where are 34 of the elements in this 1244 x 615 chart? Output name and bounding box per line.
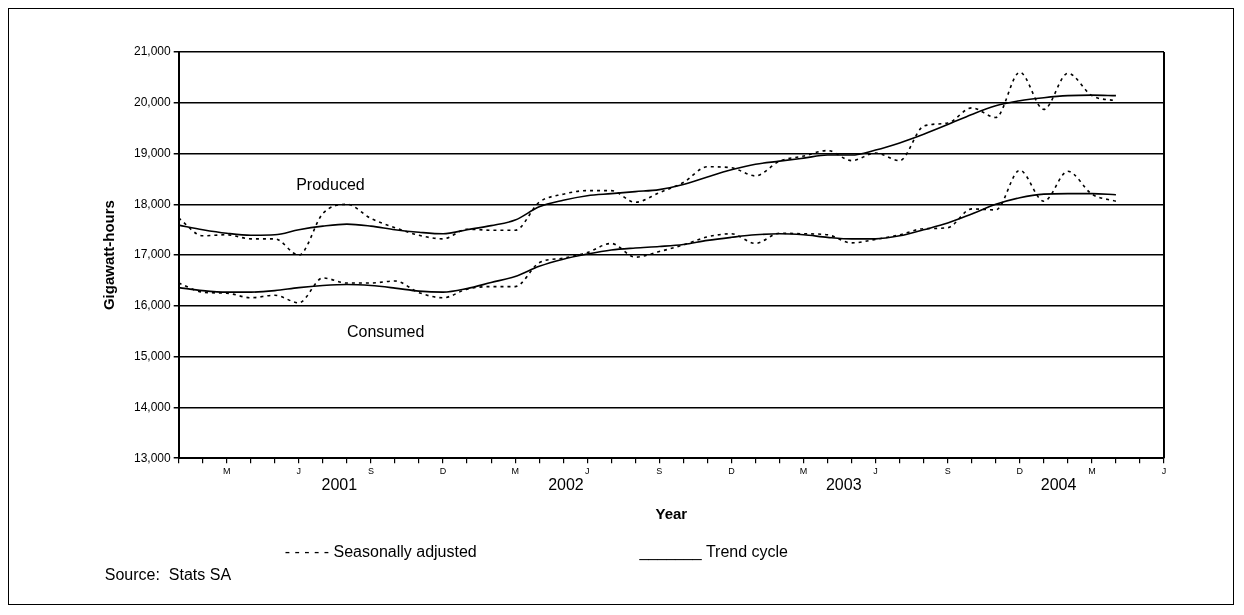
- annotation: Produced: [296, 176, 365, 194]
- y-tick-label: 20,000: [134, 95, 172, 110]
- y-tick-label: 17,000: [134, 247, 172, 262]
- text: _______ Trend cycle: [639, 543, 788, 561]
- x-tick-label: M: [223, 466, 231, 477]
- x-tick-label: M: [1088, 466, 1096, 477]
- x-tick-label: J: [873, 466, 878, 477]
- x-tick-label: D: [439, 466, 447, 477]
- x-axis-title: Year: [655, 505, 688, 523]
- text: - - - - - Seasonally adjusted: [284, 543, 477, 561]
- y-tick-label: 15,000: [134, 348, 172, 363]
- x-tick-label: M: [799, 466, 808, 477]
- y-tick-label: 21,000: [134, 44, 172, 59]
- x-tick-label: D: [1016, 466, 1024, 477]
- text: 2001: [321, 476, 358, 495]
- y-tick-label: 13,000: [134, 450, 172, 465]
- y-tick-label: 14,000: [134, 399, 172, 414]
- x-tick-label: J: [584, 466, 590, 477]
- x-tick-label: J: [296, 466, 302, 477]
- x-tick-label: J: [1161, 466, 1167, 477]
- x-tick-label: D: [728, 466, 736, 477]
- text: 2002: [548, 476, 584, 495]
- x-tick-label: S: [367, 466, 374, 477]
- y-tick-label: 16,000: [134, 298, 172, 313]
- y-tick-label: 19,000: [134, 145, 172, 160]
- x-tick-label: S: [944, 466, 951, 477]
- y-axis-title: Gigawatt-hours: [100, 200, 118, 311]
- x-tick-label: M: [511, 466, 519, 477]
- text: 2003: [825, 476, 862, 495]
- x-tick-label: S: [656, 466, 663, 477]
- source-note: Source: Stats SA: [104, 566, 232, 584]
- annotation: Consumed: [346, 323, 425, 341]
- y-tick-label: 18,000: [134, 196, 172, 211]
- text: 2004: [1040, 476, 1077, 495]
